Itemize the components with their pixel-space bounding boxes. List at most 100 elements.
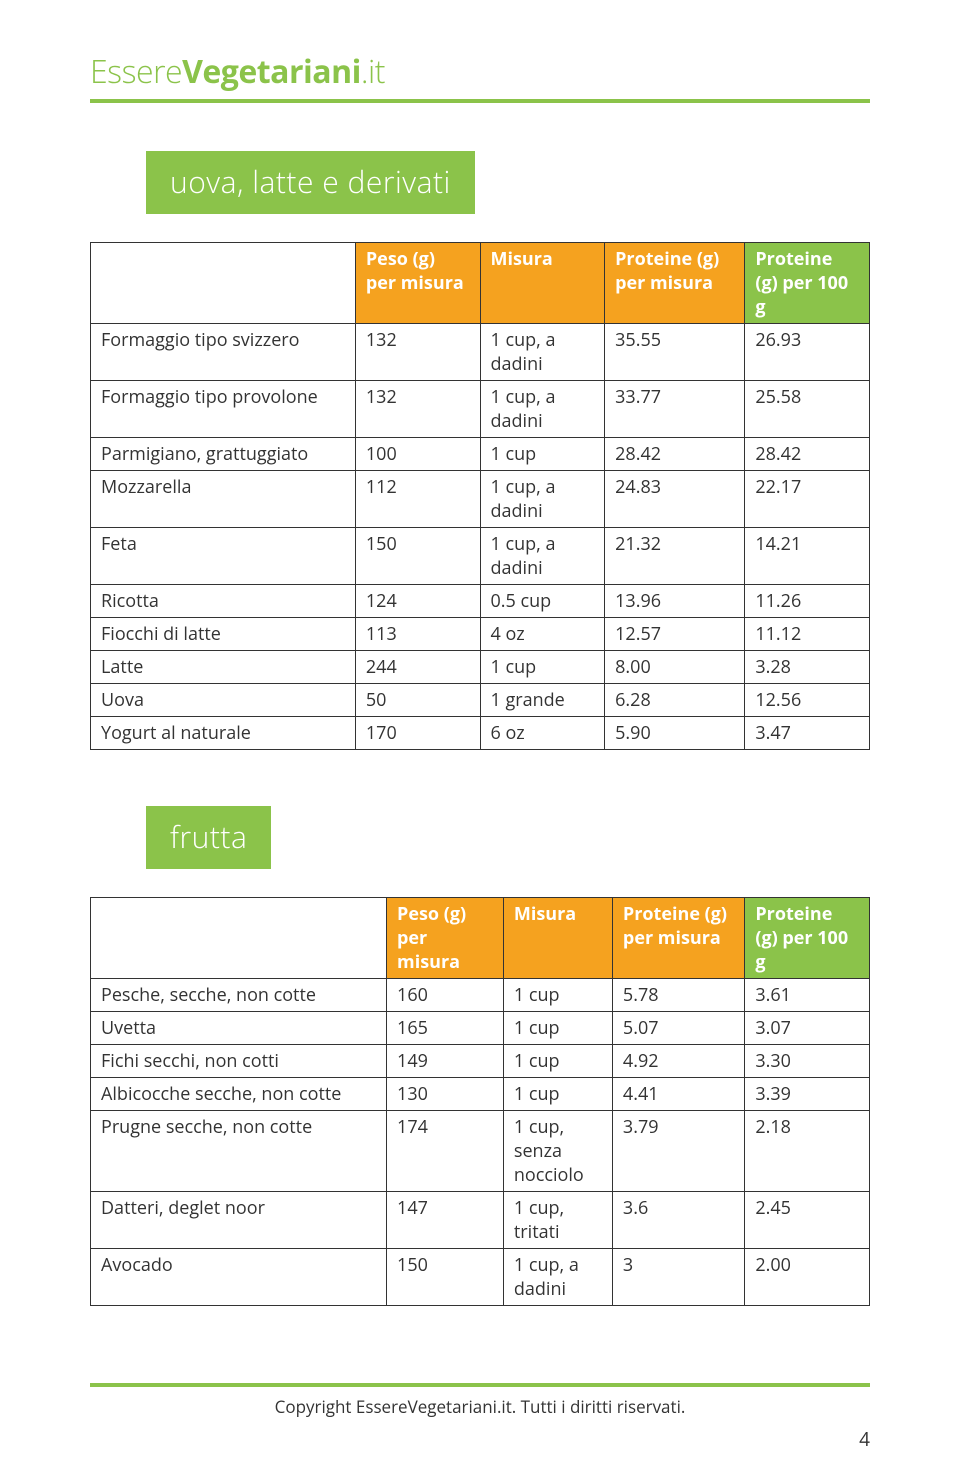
- cell-proteine-100g: 2.45: [745, 1192, 870, 1249]
- cell-peso: 150: [355, 528, 480, 585]
- cell-peso: 50: [355, 684, 480, 717]
- cell-name: Parmigiano, grattuggiato: [91, 438, 356, 471]
- cell-peso: 165: [387, 1012, 504, 1045]
- cell-misura: 6 oz: [480, 717, 605, 750]
- site-title-part3: .it: [361, 50, 385, 93]
- cell-peso: 170: [355, 717, 480, 750]
- cell-proteine: 21.32: [605, 528, 745, 585]
- cell-peso: 112: [355, 471, 480, 528]
- cell-proteine-100g: 3.28: [745, 651, 870, 684]
- cell-proteine: 6.28: [605, 684, 745, 717]
- cell-proteine-100g: 3.30: [745, 1045, 870, 1078]
- cell-proteine: 13.96: [605, 585, 745, 618]
- cell-proteine-100g: 12.56: [745, 684, 870, 717]
- cell-proteine: 4.92: [612, 1045, 744, 1078]
- cell-name: Formaggio tipo provolone: [91, 381, 356, 438]
- cell-peso: 100: [355, 438, 480, 471]
- cell-misura: 1 cup: [480, 651, 605, 684]
- col-peso: Peso (g) per misura: [387, 898, 504, 979]
- cell-proteine-100g: 3.47: [745, 717, 870, 750]
- table-row: Albicocche secche, non cotte1301 cup4.41…: [91, 1078, 870, 1111]
- cell-proteine-100g: 14.21: [745, 528, 870, 585]
- cell-misura: 1 cup, senza nocciolo: [503, 1111, 612, 1192]
- cell-proteine: 35.55: [605, 324, 745, 381]
- col-misura: Misura: [503, 898, 612, 979]
- section-heading-dairy: uova, latte e derivati: [146, 151, 475, 214]
- cell-misura: 1 cup, a dadini: [480, 381, 605, 438]
- cell-misura: 1 cup, a dadini: [480, 324, 605, 381]
- cell-proteine-100g: 22.17: [745, 471, 870, 528]
- cell-proteine-100g: 3.07: [745, 1012, 870, 1045]
- cell-proteine-100g: 25.58: [745, 381, 870, 438]
- cell-proteine: 4.41: [612, 1078, 744, 1111]
- cell-proteine: 12.57: [605, 618, 745, 651]
- cell-peso: 174: [387, 1111, 504, 1192]
- cell-misura: 1 grande: [480, 684, 605, 717]
- col-proteine-100g: Proteine (g) per 100 g: [745, 243, 870, 324]
- cell-proteine-100g: 26.93: [745, 324, 870, 381]
- table-row: Pesche, secche, non cotte1601 cup5.783.6…: [91, 979, 870, 1012]
- cell-name: Yogurt al naturale: [91, 717, 356, 750]
- cell-name: Prugne secche, non cotte: [91, 1111, 387, 1192]
- cell-misura: 1 cup, a dadini: [480, 528, 605, 585]
- cell-misura: 1 cup: [480, 438, 605, 471]
- footer-divider: [90, 1383, 870, 1387]
- cell-misura: 1 cup: [503, 979, 612, 1012]
- cell-proteine-100g: 3.39: [745, 1078, 870, 1111]
- col-misura: Misura: [480, 243, 605, 324]
- cell-proteine-100g: 3.61: [745, 979, 870, 1012]
- cell-name: Albicocche secche, non cotte: [91, 1078, 387, 1111]
- table-row: Yogurt al naturale1706 oz5.903.47: [91, 717, 870, 750]
- col-proteine: Proteine (g) per misura: [605, 243, 745, 324]
- cell-name: Pesche, secche, non cotte: [91, 979, 387, 1012]
- title-divider: [90, 99, 870, 103]
- cell-peso: 132: [355, 324, 480, 381]
- col-proteine: Proteine (g) per misura: [612, 898, 744, 979]
- section-heading-fruit: frutta: [146, 806, 271, 869]
- cell-misura: 0.5 cup: [480, 585, 605, 618]
- cell-proteine: 33.77: [605, 381, 745, 438]
- cell-name: Feta: [91, 528, 356, 585]
- cell-peso: 113: [355, 618, 480, 651]
- table-row: Datteri, deglet noor1471 cup, tritati3.6…: [91, 1192, 870, 1249]
- cell-peso: 244: [355, 651, 480, 684]
- table-header-blank: [91, 243, 356, 324]
- cell-proteine: 3.79: [612, 1111, 744, 1192]
- cell-name: Latte: [91, 651, 356, 684]
- cell-proteine: 24.83: [605, 471, 745, 528]
- table-row: Fiocchi di latte1134 oz12.5711.12: [91, 618, 870, 651]
- cell-proteine: 8.00: [605, 651, 745, 684]
- cell-peso: 149: [387, 1045, 504, 1078]
- cell-proteine: 28.42: [605, 438, 745, 471]
- table-dairy: Peso (g) per misura Misura Proteine (g) …: [90, 242, 870, 750]
- cell-misura: 1 cup: [503, 1078, 612, 1111]
- cell-proteine: 5.78: [612, 979, 744, 1012]
- cell-name: Formaggio tipo svizzero: [91, 324, 356, 381]
- table-row: Fichi secchi, non cotti1491 cup4.923.30: [91, 1045, 870, 1078]
- table-row: Parmigiano, grattuggiato1001 cup28.4228.…: [91, 438, 870, 471]
- cell-peso: 130: [387, 1078, 504, 1111]
- table-row: Formaggio tipo provolone1321 cup, a dadi…: [91, 381, 870, 438]
- table-row: Ricotta1240.5 cup13.9611.26: [91, 585, 870, 618]
- site-title: EssereVegetariani.it: [90, 50, 870, 93]
- page-number: 4: [859, 1426, 870, 1452]
- table-row: Formaggio tipo svizzero1321 cup, a dadin…: [91, 324, 870, 381]
- table-row: Feta1501 cup, a dadini21.3214.21: [91, 528, 870, 585]
- cell-peso: 132: [355, 381, 480, 438]
- table-row: Mozzarella1121 cup, a dadini24.8322.17: [91, 471, 870, 528]
- cell-name: Avocado: [91, 1249, 387, 1306]
- footer: Copyright EssereVegetariani.it. Tutti i …: [90, 1383, 870, 1418]
- cell-misura: 1 cup: [503, 1045, 612, 1078]
- cell-name: Uova: [91, 684, 356, 717]
- cell-proteine-100g: 11.26: [745, 585, 870, 618]
- col-peso: Peso (g) per misura: [355, 243, 480, 324]
- cell-name: Datteri, deglet noor: [91, 1192, 387, 1249]
- cell-name: Fichi secchi, non cotti: [91, 1045, 387, 1078]
- table-fruit: Peso (g) per misura Misura Proteine (g) …: [90, 897, 870, 1306]
- cell-proteine-100g: 2.18: [745, 1111, 870, 1192]
- cell-proteine-100g: 28.42: [745, 438, 870, 471]
- table-header-row: Peso (g) per misura Misura Proteine (g) …: [91, 898, 870, 979]
- cell-peso: 150: [387, 1249, 504, 1306]
- cell-name: Fiocchi di latte: [91, 618, 356, 651]
- table-row: Prugne secche, non cotte1741 cup, senza …: [91, 1111, 870, 1192]
